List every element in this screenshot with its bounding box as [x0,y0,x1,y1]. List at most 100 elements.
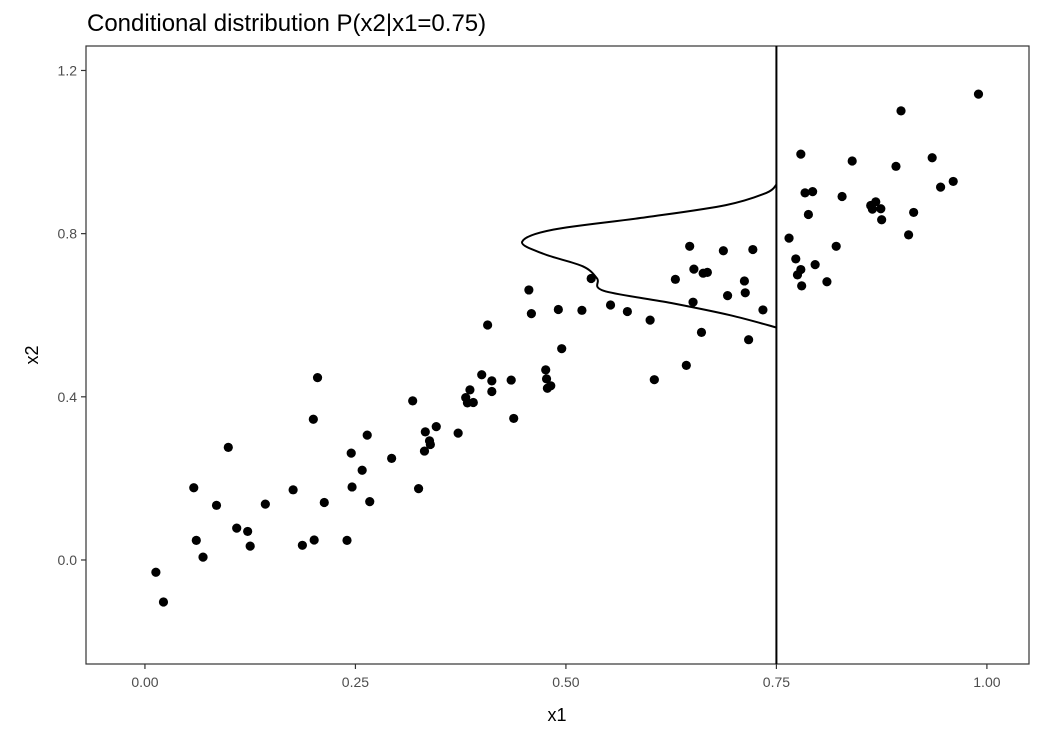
data-point [831,241,841,251]
data-point [506,375,516,385]
data-point [796,149,806,159]
data-point [312,373,323,383]
data-point [483,320,493,330]
data-point [740,288,750,298]
data-point [465,385,475,395]
data-point [896,106,906,116]
data-point [413,483,424,494]
data-point [309,535,319,545]
data-point [935,182,946,192]
data-points [151,89,984,607]
data-point [670,274,680,284]
data-point [891,161,901,171]
data-point [245,541,255,551]
data-point [948,176,958,187]
data-point [524,285,534,295]
data-point [702,267,712,277]
data-point [198,552,208,562]
data-point [557,344,567,354]
data-point [487,376,497,386]
data-point [211,500,222,510]
data-point [260,499,270,509]
data-point [509,413,519,424]
data-point [189,483,199,493]
data-point [622,306,632,317]
x-tick-label: 0.25 [342,674,369,690]
data-point [243,526,253,537]
data-point [308,414,318,424]
data-point [800,188,810,198]
x-tick-label: 1.00 [973,674,1000,690]
data-point [408,396,418,406]
x-tick-label: 0.75 [763,674,790,690]
data-point [822,277,832,287]
data-point [689,264,699,274]
x-axis: 0.00 0.25 0.50 0.75 1.00 [131,664,1001,690]
data-point [847,156,857,166]
data-point [288,485,298,495]
data-point [526,308,536,319]
data-point [151,567,161,577]
data-point [722,291,733,301]
data-point [927,153,937,163]
data-point [973,89,984,99]
y-axis-title: x2 [22,345,42,364]
data-point [431,421,441,432]
data-point [791,254,801,264]
data-point [605,300,616,310]
x-tick-label: 0.00 [131,674,158,690]
data-point [223,442,233,452]
data-point [420,427,430,437]
data-point [867,204,877,214]
data-point [365,497,375,507]
data-point [453,428,463,438]
data-point [810,260,820,270]
data-point [546,381,556,391]
y-tick-label: 0.4 [58,389,78,405]
data-point [748,244,758,255]
data-point [645,315,655,325]
data-point [871,197,881,207]
data-point [346,448,356,458]
data-point [796,264,806,275]
data-point [808,187,818,197]
y-tick-label: 0.8 [58,226,78,242]
data-point [468,397,478,408]
data-point [553,304,563,315]
data-point [362,430,372,440]
data-point [688,297,698,307]
chart-title: Conditional distribution P(x2|x1=0.75) [87,10,486,37]
y-axis: 0.0 0.4 0.8 1.2 [58,62,86,568]
y-tick-label: 1.2 [58,62,78,78]
data-point [232,523,242,533]
data-point [387,453,397,464]
data-point [744,335,754,345]
data-point [347,482,357,492]
data-point [784,233,794,243]
data-point [797,281,807,291]
data-point [357,465,367,475]
data-point [477,370,487,380]
x-tick-label: 0.50 [552,674,579,690]
data-point [681,360,691,371]
data-point [487,386,497,397]
conditional-density-curve [521,183,778,329]
data-point [342,535,352,546]
data-point [877,215,887,225]
data-point [685,241,695,251]
data-point [577,305,587,315]
data-point [541,365,551,375]
data-point [718,246,728,256]
data-point [837,191,847,202]
data-point [319,497,329,508]
y-tick-label: 0.0 [58,552,78,568]
plot-panel [85,45,1030,665]
data-point [297,540,307,550]
data-point [909,207,919,218]
data-point [696,327,707,337]
data-point [419,446,430,456]
data-point [739,276,750,286]
data-point [586,273,596,284]
data-point [541,374,552,384]
